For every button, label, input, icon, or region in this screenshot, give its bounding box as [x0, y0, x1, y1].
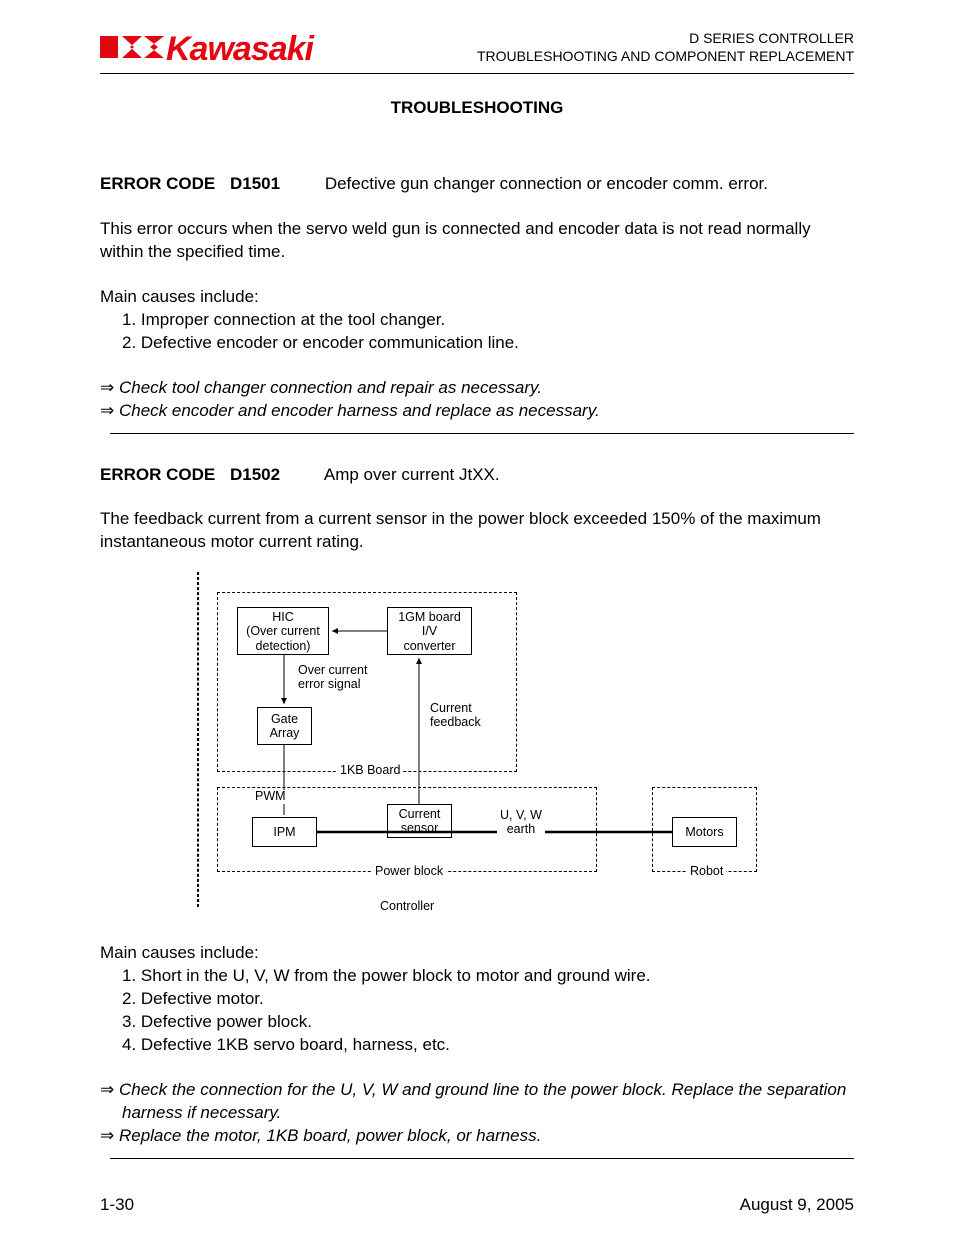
cause-text: Defective power block. [141, 1012, 312, 1031]
error-label: ERROR CODE [100, 464, 215, 487]
cause-text: Improper connection at the tool changer. [141, 310, 445, 329]
causes-lead-2: Main causes include: [100, 942, 854, 965]
pwm-label: PWM [252, 790, 289, 804]
cause-text: Short in the U, V, W from the power bloc… [141, 966, 651, 985]
robot-label: Robot [687, 865, 726, 879]
causes-lead: Main causes include: [100, 286, 854, 309]
footer-date: August 9, 2005 [740, 1195, 854, 1215]
current-feedback-label: Current feedback [427, 702, 484, 730]
cause-text: Defective encoder or encoder communicati… [141, 333, 519, 352]
cause-2: 2. Defective motor. [122, 988, 854, 1011]
error-code: D1502 [230, 464, 280, 487]
over-signal-label: Over current error signal [295, 664, 370, 692]
divider [110, 433, 854, 434]
uvw-l1: U, V, W [500, 809, 542, 823]
error-code: D1501 [230, 173, 280, 196]
action-text: Check the connection for the U, V, W and… [119, 1080, 846, 1122]
kawasaki-k-icon [100, 32, 164, 67]
error-d1501-para: This error occurs when the servo weld gu… [100, 218, 854, 264]
action-1: ⇒ Check the connection for the U, V, W a… [100, 1079, 854, 1125]
page-number: 1-30 [100, 1195, 134, 1215]
action-2: ⇒ Replace the motor, 1KB board, power bl… [100, 1125, 854, 1148]
header-line2: TROUBLESHOOTING AND COMPONENT REPLACEMEN… [477, 48, 854, 66]
cur-fb-l1: Current [430, 702, 481, 716]
cause-1: 1. Improper connection at the tool chang… [122, 309, 854, 332]
body: ERROR CODE D1501 Defective gun changer c… [100, 173, 854, 1159]
uvw-label: U, V, W earth [497, 809, 545, 837]
logo-text: Kawasaki [166, 30, 313, 69]
diagram-connectors [197, 572, 757, 922]
actions: ⇒ Check tool changer connection and repa… [100, 377, 854, 423]
cause-text: Defective 1KB servo board, harness, etc. [141, 1035, 450, 1054]
action-text: Check tool changer connection and repair… [119, 378, 542, 397]
action-1: ⇒ Check tool changer connection and repa… [100, 377, 854, 400]
error-desc: Defective gun changer connection or enco… [325, 174, 768, 193]
uvw-l2: earth [500, 823, 542, 837]
kb-board-label: 1KB Board [337, 764, 403, 778]
error-desc: Amp over current JtXX. [324, 465, 500, 484]
logo: Kawasaki [100, 30, 313, 69]
cause-1: 1. Short in the U, V, W from the power b… [122, 965, 854, 988]
error-d1502-heading: ERROR CODE D1502 Amp over current JtXX. [100, 464, 854, 487]
action-text: Check encoder and encoder harness and re… [119, 401, 600, 420]
power-block-label: Power block [372, 865, 446, 879]
over-sig-l1: Over current [298, 664, 367, 678]
controller-label: Controller [377, 900, 437, 914]
action-text: Replace the motor, 1KB board, power bloc… [119, 1126, 541, 1145]
cause-3: 3. Defective power block. [122, 1011, 854, 1034]
cause-4: 4. Defective 1KB servo board, harness, e… [122, 1034, 854, 1057]
footer: 1-30 August 9, 2005 [100, 1195, 854, 1215]
actions-2: ⇒ Check the connection for the U, V, W a… [100, 1079, 854, 1148]
cause-2: 2. Defective encoder or encoder communic… [122, 332, 854, 355]
cur-fb-l2: feedback [430, 716, 481, 730]
cause-text: Defective motor. [141, 989, 264, 1008]
block-diagram: HIC (Over current detection) 1GM board I… [197, 572, 757, 922]
error-d1501-heading: ERROR CODE D1501 Defective gun changer c… [100, 173, 854, 196]
action-2: ⇒ Check encoder and encoder harness and … [100, 400, 854, 423]
error-label: ERROR CODE [100, 173, 215, 196]
page-title: TROUBLESHOOTING [100, 98, 854, 118]
header-line1: D SERIES CONTROLLER [477, 30, 854, 48]
over-sig-l2: error signal [298, 678, 367, 692]
page: Kawasaki D SERIES CONTROLLER TROUBLESHOO… [0, 0, 954, 1235]
header-doc-title: D SERIES CONTROLLER TROUBLESHOOTING AND … [477, 30, 854, 65]
header: Kawasaki D SERIES CONTROLLER TROUBLESHOO… [100, 30, 854, 74]
error-d1502-para: The feedback current from a current sens… [100, 508, 854, 554]
divider [110, 1158, 854, 1159]
